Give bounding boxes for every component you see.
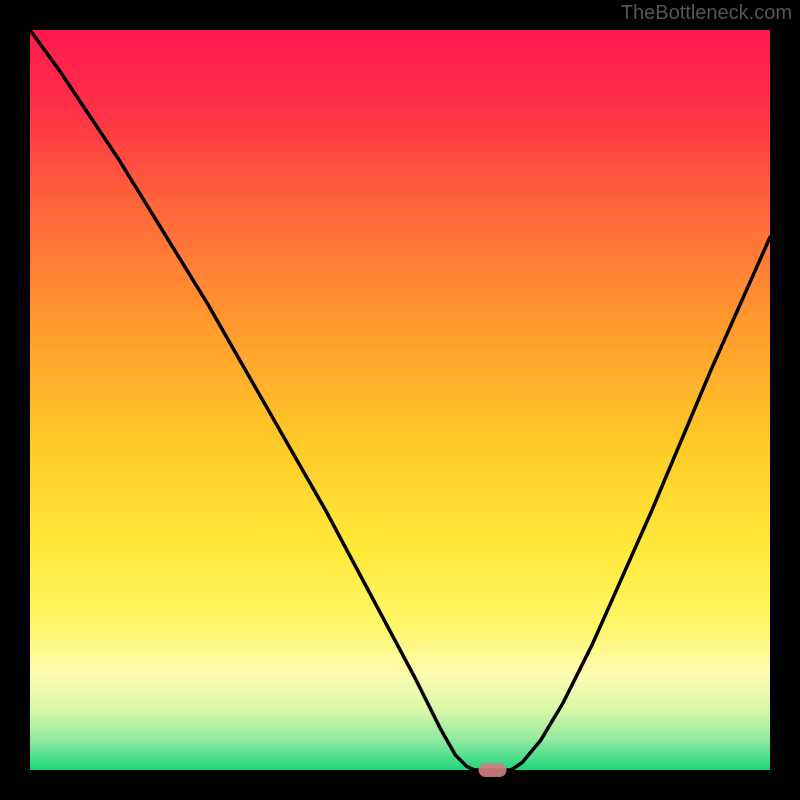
- plot-background: [30, 30, 770, 770]
- watermark-text: TheBottleneck.com: [621, 2, 792, 25]
- bottleneck-chart: [0, 0, 800, 800]
- chart-container: TheBottleneck.com: [0, 0, 800, 800]
- optimum-marker: [479, 763, 507, 777]
